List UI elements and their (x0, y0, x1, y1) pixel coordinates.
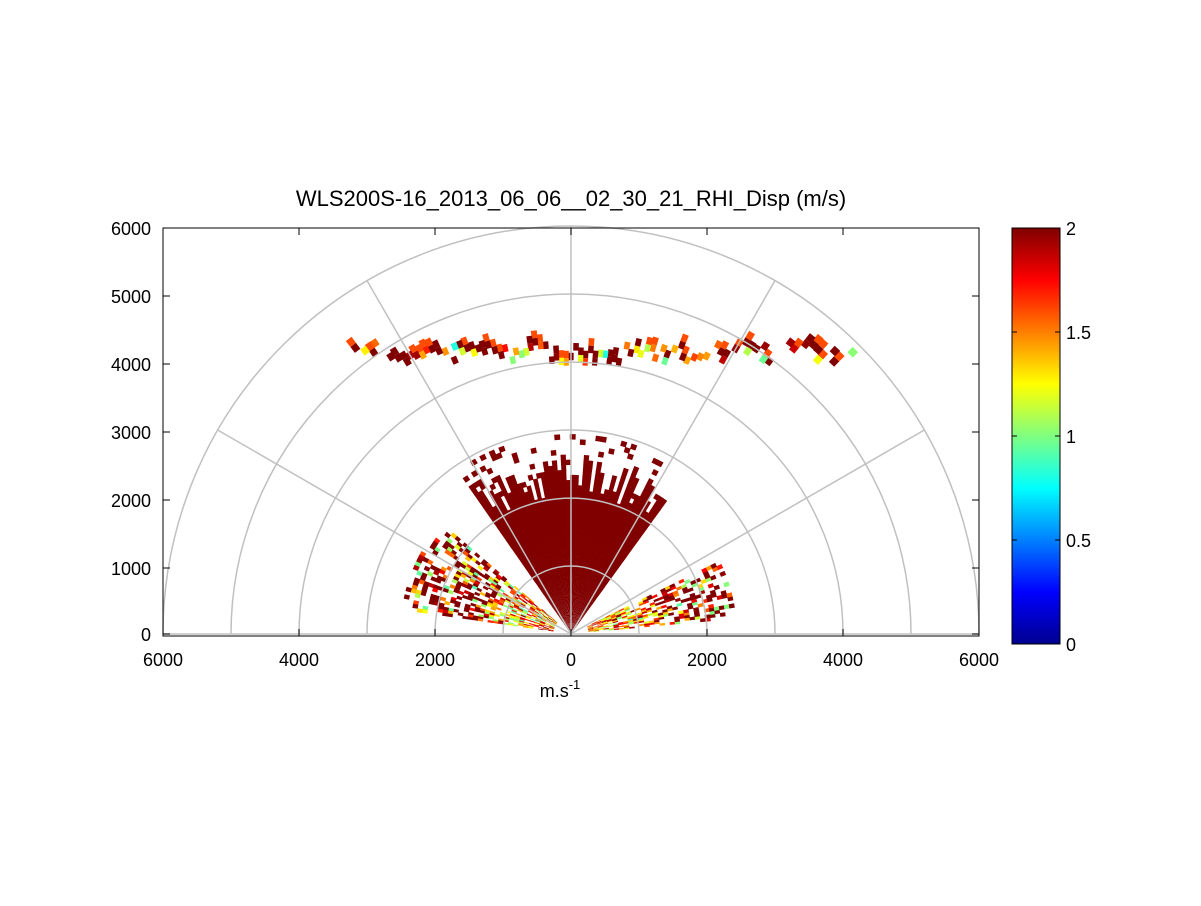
data-cell (565, 460, 570, 466)
colorbar-tick-label: 1.5 (1066, 323, 1091, 343)
x-tick-label: 6000 (959, 650, 999, 670)
data-cell (553, 345, 559, 353)
data-cell (607, 349, 613, 357)
data-cell (567, 505, 571, 511)
data-cell (588, 346, 594, 354)
data-cell (573, 343, 579, 351)
data-cell (578, 355, 584, 363)
data-cell (552, 460, 558, 466)
data-cell (561, 460, 566, 466)
data-cell (576, 515, 580, 521)
colorbar-tick-label: 2 (1066, 219, 1076, 239)
data-cell (574, 490, 578, 496)
data-cell (573, 515, 577, 521)
y-tick-label: 4000 (111, 355, 151, 375)
y-tick-label: 2000 (111, 491, 151, 511)
data-cell (573, 546, 576, 552)
data-cell (563, 351, 569, 359)
y-tick-label: 5000 (111, 287, 151, 307)
y-tick-labels: 0 1000 2000 3000 4000 5000 6000 (111, 219, 151, 645)
data-cell (578, 347, 584, 355)
x-axis-label: m.s-1 (540, 677, 581, 701)
data-cell (573, 556, 575, 562)
data-cell (573, 535, 576, 541)
data-cell (592, 358, 598, 366)
data-cell (597, 350, 603, 358)
data-cell (567, 515, 571, 521)
data-cell (573, 525, 576, 531)
data-cell (574, 485, 579, 491)
data-cell (580, 439, 586, 445)
data-cell (526, 336, 533, 344)
x-tick-label: 4000 (823, 650, 863, 670)
data-cell (700, 618, 706, 622)
data-cell (574, 480, 579, 486)
data-cell (583, 460, 589, 466)
data-cell (596, 462, 602, 468)
x-tick-labels: 6000 4000 2000 0 2000 4000 6000 (143, 650, 999, 670)
chart-title: WLS200S-16_2013_06_06__02_30_21_RHI_Disp… (163, 186, 979, 212)
data-cell (583, 351, 589, 359)
data-cell (573, 520, 577, 526)
data-cell (584, 455, 590, 461)
colorbar-tick-label: 1 (1066, 427, 1076, 447)
y-tick-label: 1000 (111, 559, 151, 579)
y-tick-label: 0 (141, 625, 151, 645)
data-cell (588, 338, 594, 346)
x-axis-label-superscript: -1 (569, 677, 581, 692)
colorbar-tick-label: 0 (1066, 635, 1076, 655)
x-tick-label: 6000 (143, 650, 183, 670)
data-cell (558, 350, 564, 358)
colorbar-gradient (1012, 228, 1060, 644)
y-tick-label: 6000 (111, 219, 151, 239)
data-cell (543, 461, 549, 467)
data-cell (561, 455, 567, 461)
data-cell (583, 470, 588, 476)
colorbar-tick-label: 0.5 (1066, 531, 1091, 551)
data-cell (574, 475, 579, 481)
data-cell (595, 436, 602, 442)
data-cell (573, 530, 576, 536)
data-cell (582, 475, 587, 481)
data-cell (582, 480, 587, 486)
data-cell (573, 551, 576, 557)
x-axis-label-base: m.s (540, 681, 569, 701)
data-cell (561, 465, 566, 471)
x-tick-label: 4000 (279, 650, 319, 670)
data-cell (574, 505, 578, 511)
data-cell (583, 465, 588, 471)
x-tick-label: 2000 (415, 650, 455, 670)
data-cell (554, 434, 560, 440)
x-tick-label: 0 (566, 650, 576, 670)
data-cell (559, 358, 565, 366)
data-cell (551, 450, 557, 456)
data-cell (720, 612, 726, 617)
colorbar: 0 0.5 1 1.5 2 (1012, 219, 1091, 655)
y-tick-label: 3000 (111, 423, 151, 443)
data-cell (566, 480, 571, 486)
data-cell (566, 490, 570, 496)
data-cell (573, 510, 577, 516)
x-tick-label: 2000 (687, 650, 727, 670)
data-cell (598, 452, 604, 458)
data-cell (573, 541, 576, 547)
data-cell (538, 341, 544, 349)
